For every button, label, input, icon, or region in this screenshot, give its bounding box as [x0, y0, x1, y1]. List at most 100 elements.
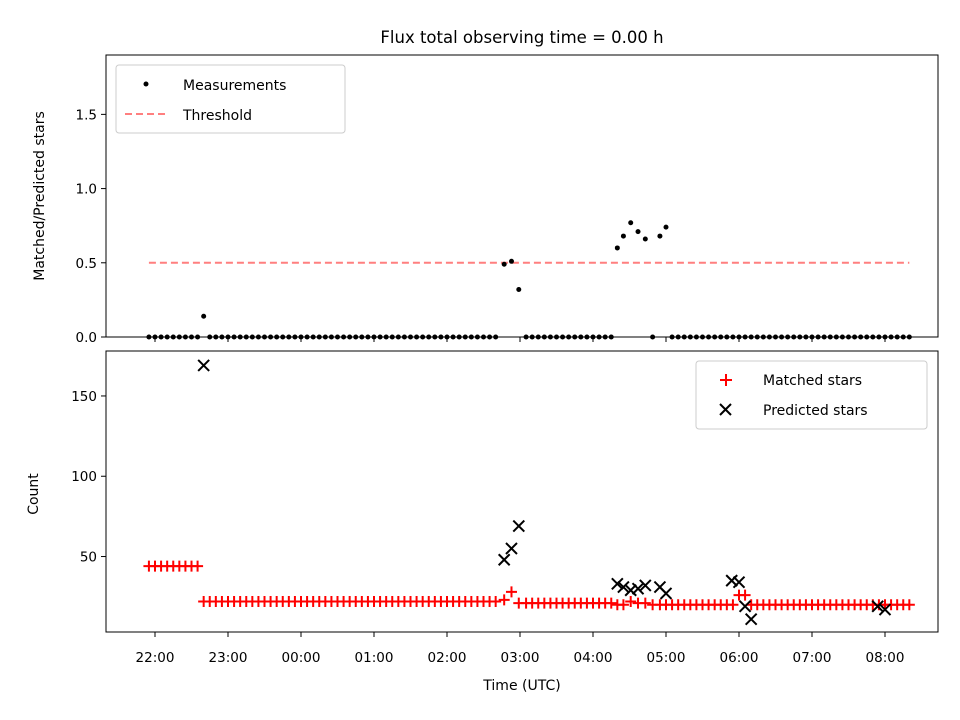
measurement-point: [700, 334, 705, 340]
measurement-point: [450, 334, 456, 340]
predicted-star-point: [497, 553, 511, 566]
measurement-point: [547, 334, 553, 340]
predicted-star-point: [611, 577, 624, 591]
measurement-point: [535, 334, 541, 340]
measurement-point: [420, 334, 426, 340]
measurement-point: [846, 334, 851, 340]
measurement-points: [146, 220, 912, 340]
measurement-point: [408, 334, 413, 340]
predicted-star-point: [659, 587, 673, 600]
measurement-point: [712, 334, 718, 340]
bottom-y-ticks: 50 100 150: [71, 389, 106, 566]
x-axis-label: Time (UTC): [482, 678, 560, 694]
measurement-point: [803, 334, 809, 340]
top-y-axis-label: Matched/Predicted stars: [32, 111, 48, 281]
measurement-point: [426, 334, 432, 340]
bottom-legend: Matched stars Predicted stars: [695, 360, 928, 430]
matched-star-point: [490, 595, 502, 607]
measurement-point: [501, 261, 507, 267]
x-tick-label: 23:00: [209, 650, 248, 666]
measurement-point: [310, 334, 316, 340]
legend-predicted-label: Predicted stars: [763, 403, 868, 419]
measurement-point: [481, 334, 486, 340]
x-tick-label: 22:00: [136, 650, 175, 666]
measurement-point: [839, 334, 845, 340]
matched-star-point: [192, 560, 204, 572]
measurement-point: [706, 334, 712, 340]
measurement-point: [280, 334, 286, 340]
x-tick-label: 02:00: [428, 650, 467, 666]
matched-star-point: [903, 599, 915, 611]
measurement-point: [523, 334, 529, 340]
measurement-point: [508, 258, 514, 264]
measurement-point: [474, 334, 480, 340]
measurement-point: [487, 334, 493, 340]
bottom-legend-box: [695, 360, 928, 430]
measurement-point: [797, 334, 803, 340]
measurement-point: [870, 334, 876, 340]
legend-matched-label: Matched stars: [763, 373, 862, 389]
measurement-point: [821, 334, 827, 340]
legend-measurements-label: Measurements: [183, 78, 286, 94]
measurement-point: [219, 334, 225, 340]
measurement-point: [335, 334, 340, 340]
bottom-y-tick-label: 150: [71, 389, 97, 405]
measurement-point: [681, 334, 687, 340]
legend-measurements-marker: [143, 81, 149, 87]
top-y-tick-label: 0.0: [76, 330, 97, 346]
measurement-point: [602, 334, 608, 340]
predicted-star-point: [505, 542, 518, 555]
measurement-point: [414, 334, 420, 340]
measurement-point: [572, 334, 578, 340]
bottom-y-axis-label: Count: [26, 473, 42, 515]
measurement-point: [760, 334, 766, 340]
measurement-point: [322, 334, 328, 340]
top-legend-box: [115, 64, 346, 134]
legend-threshold-label: Threshold: [182, 108, 252, 124]
matched-star-point: [739, 589, 751, 601]
measurement-point: [164, 334, 170, 340]
measurement-point: [608, 334, 614, 340]
measurement-point: [650, 334, 656, 340]
measurement-point: [785, 334, 791, 340]
measurement-point: [231, 334, 237, 340]
measurement-point: [809, 334, 815, 340]
measurement-point: [596, 334, 602, 340]
predicted-star-point: [639, 579, 652, 592]
x-tick-label: 00:00: [282, 650, 321, 666]
measurement-point: [620, 233, 626, 239]
measurement-point: [578, 334, 584, 340]
predicted-star-point: [631, 582, 645, 595]
legend-matched-marker: [720, 374, 732, 386]
predicted-stars-points: [197, 359, 892, 626]
measurement-point: [815, 334, 821, 340]
measurement-point: [766, 334, 772, 340]
chart-title: Flux total observing time = 0.00 h: [380, 28, 663, 47]
measurement-point: [730, 334, 736, 340]
measurement-point: [858, 334, 864, 340]
measurement-point: [663, 224, 669, 230]
top-y-tick-label: 1.0: [76, 182, 97, 198]
measurements-panel: 0.0 0.5 1.0 1.5 Matched/Predicted stars Mea…: [32, 54, 939, 346]
measurement-point: [827, 334, 833, 340]
measurement-point: [152, 334, 158, 340]
measurement-point: [748, 334, 754, 340]
matched-star-point: [639, 597, 651, 609]
measurement-point: [249, 334, 255, 340]
measurement-point: [864, 334, 870, 340]
measurement-point: [900, 334, 906, 340]
measurement-point: [541, 334, 547, 340]
bottom-x-ticks: 22:00 23:00 00:00 01:00 02:00 03:00 04:00 05:00…: [136, 632, 904, 666]
measurement-point: [207, 334, 213, 340]
measurement-point: [894, 334, 900, 340]
x-tick-label: 04:00: [574, 650, 613, 666]
measurement-point: [614, 245, 620, 251]
measurement-point: [225, 334, 231, 340]
measurement-point: [158, 334, 164, 340]
measurement-point: [566, 334, 572, 340]
measurement-point: [742, 334, 748, 340]
measurement-point: [773, 334, 778, 340]
measurement-point: [243, 334, 249, 340]
predicted-star-point: [744, 612, 758, 626]
